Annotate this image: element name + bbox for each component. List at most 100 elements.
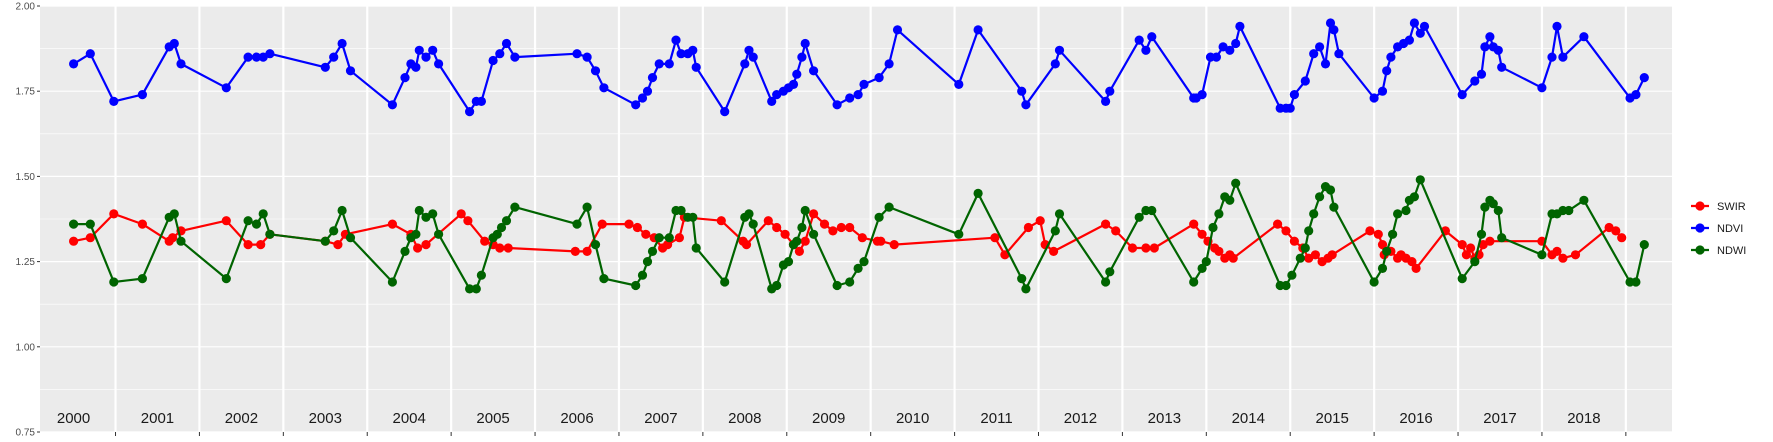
data-point-ndvi [1409, 18, 1419, 28]
data-point-ndvi [1631, 90, 1641, 100]
data-point-ndvi [1457, 90, 1467, 100]
data-point-swir [1228, 253, 1238, 263]
data-point-ndvi [137, 90, 147, 100]
data-point-ndwi [1017, 274, 1027, 284]
data-point-ndwi [954, 229, 964, 239]
year-label: 2018 [1567, 410, 1600, 427]
y-tick-label: 1.50 [16, 172, 36, 183]
data-point-swir [1407, 257, 1417, 267]
data-point-ndwi [654, 233, 664, 243]
data-point-ndvi [169, 38, 179, 49]
data-point-ndwi [1497, 233, 1507, 243]
data-point-ndwi [1304, 226, 1314, 236]
data-point-ndwi [1409, 192, 1419, 202]
data-point-swir [1141, 243, 1151, 253]
year-label: 2007 [644, 410, 677, 427]
data-point-swir [641, 229, 651, 239]
data-point-swir [1552, 246, 1562, 256]
data-point-ndvi [1334, 49, 1344, 59]
year-label: 2013 [1148, 410, 1181, 427]
data-point-ndvi [892, 25, 903, 35]
data-point-ndwi [642, 257, 653, 267]
data-point-swir [1189, 219, 1199, 229]
year-label: 2004 [393, 410, 426, 427]
data-point-ndwi [69, 219, 79, 229]
data-point-ndvi [1315, 42, 1325, 52]
data-point-swir [421, 240, 431, 250]
data-point-ndvi [1639, 73, 1649, 83]
data-point-ndvi [1497, 62, 1507, 72]
data-point-ndvi [1225, 45, 1235, 55]
data-point-swir [1289, 236, 1299, 246]
data-point-ndvi [411, 62, 421, 72]
data-point-ndvi [631, 100, 641, 110]
data-point-ndwi [1315, 192, 1325, 202]
data-point-ndwi [1189, 277, 1199, 287]
data-point-swir [663, 240, 673, 250]
data-point-ndwi [1488, 199, 1498, 209]
data-point-ndvi [1211, 52, 1221, 62]
y-tick-label: 1.25 [16, 257, 36, 268]
data-point-ndwi [1134, 212, 1144, 222]
data-point-swir [632, 222, 643, 233]
data-point-ndwi [1639, 240, 1649, 250]
data-point-ndwi [832, 280, 842, 291]
data-point-ndwi [1101, 277, 1111, 287]
data-point-ndwi [809, 229, 819, 239]
data-point-ndwi [1295, 253, 1305, 263]
data-point-ndwi [1208, 222, 1218, 233]
data-point-swir [333, 240, 343, 250]
data-point-ndwi [471, 284, 481, 294]
data-point-ndwi [1225, 195, 1235, 205]
data-point-swir [990, 233, 1000, 243]
data-point-ndvi [69, 59, 79, 69]
data-point-ndwi [1393, 209, 1403, 219]
data-point-ndwi [251, 219, 262, 229]
data-point-swir [1111, 226, 1121, 236]
data-point-ndvi [973, 25, 983, 35]
data-point-ndvi [251, 52, 262, 62]
data-point-ndvi [788, 79, 799, 89]
data-point-ndwi [572, 219, 582, 229]
y-tick-label: 0.75 [16, 428, 36, 439]
year-label: 2012 [1064, 410, 1097, 427]
data-point-ndvi [414, 45, 424, 55]
data-point-ndvi [1197, 90, 1207, 100]
data-point-ndwi [411, 229, 421, 239]
data-point-swir [716, 216, 726, 226]
data-point-swir [1281, 226, 1291, 236]
year-label: 2014 [1232, 410, 1265, 427]
data-point-ndvi [1309, 49, 1319, 59]
data-point-swir [137, 219, 147, 229]
data-point-ndwi [428, 209, 438, 219]
data-point-ndvi [740, 59, 750, 69]
year-label: 2011 [980, 410, 1012, 427]
data-point-ndvi [1558, 52, 1568, 62]
data-point-ndvi [853, 90, 863, 100]
data-point-swir [1558, 253, 1568, 263]
data-point-ndwi [1369, 277, 1379, 287]
data-point-ndwi [258, 209, 268, 219]
data-point-swir [463, 216, 473, 226]
data-point-ndwi [1564, 205, 1574, 216]
data-point-ndvi [767, 96, 777, 106]
data-point-swir [772, 222, 782, 233]
data-point-ndvi [1419, 21, 1430, 31]
legend: SWIR NDVI NDWI [1691, 201, 1746, 257]
data-point-swir [1127, 243, 1138, 253]
legend-label-swir: SWIR [1717, 201, 1746, 213]
data-point-ndvi [345, 66, 356, 76]
data-point-swir [794, 246, 805, 256]
data-point-ndwi [884, 202, 894, 212]
data-point-ndvi [1300, 76, 1310, 86]
data-point-ndwi [337, 205, 347, 216]
data-point-ndvi [1235, 21, 1245, 31]
data-point-ndwi [345, 233, 356, 243]
data-point-ndwi [400, 246, 410, 256]
data-point-ndwi [1309, 209, 1319, 219]
data-point-ndwi [744, 209, 754, 219]
series-ndwi [69, 175, 1649, 294]
data-point-ndwi [1388, 229, 1398, 239]
data-point-ndwi [859, 257, 869, 267]
data-point-ndvi [109, 96, 119, 106]
